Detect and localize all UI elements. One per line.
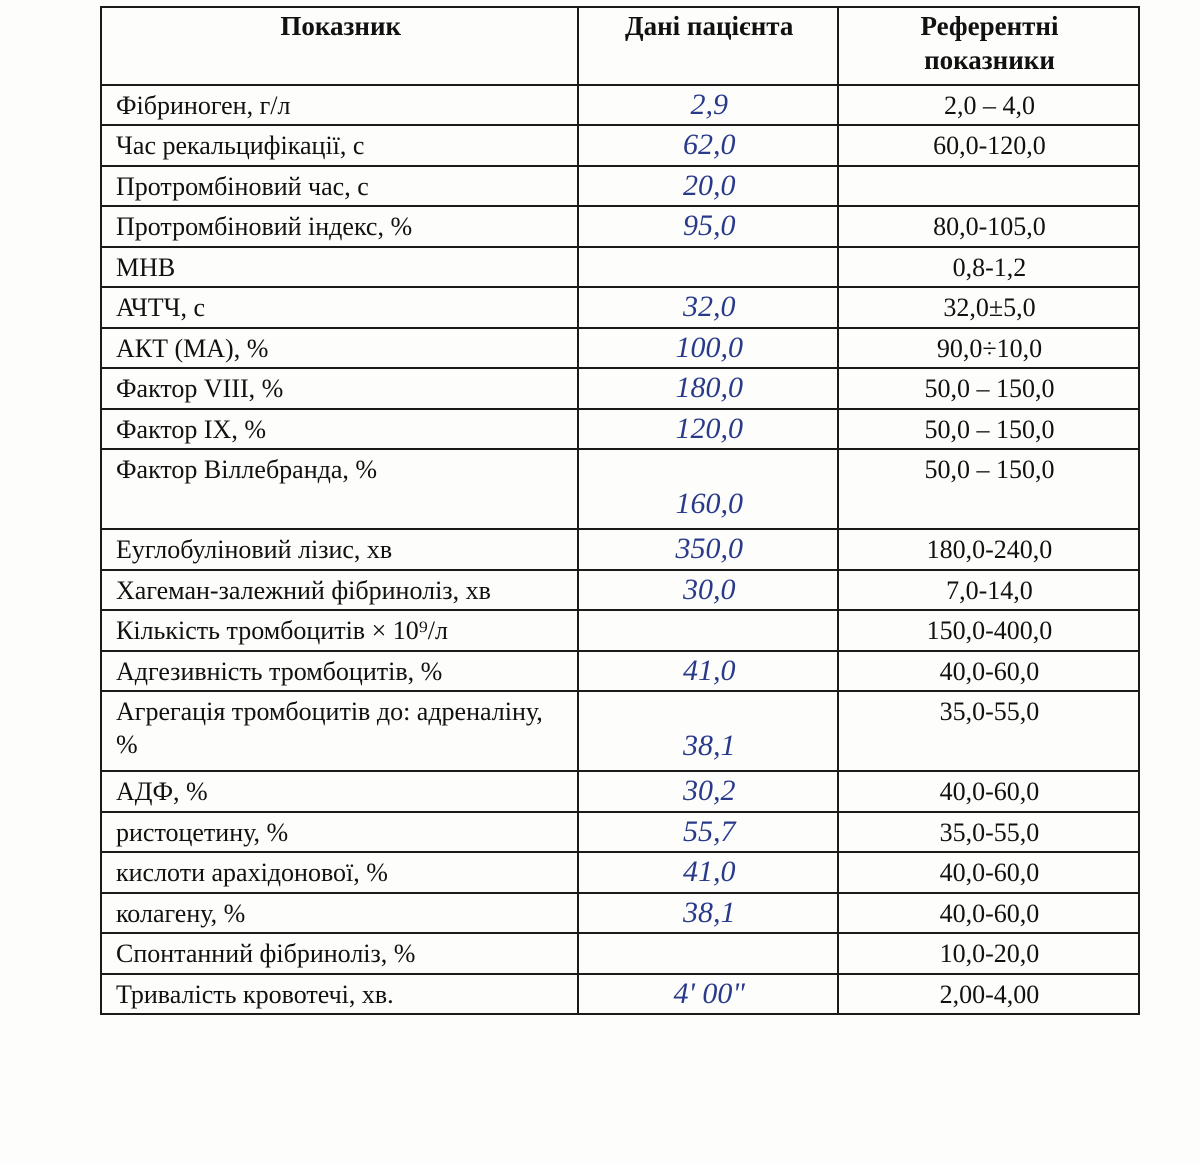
cell-patient-value — [578, 610, 838, 651]
cell-reference-range: 90,0÷10,0 — [838, 328, 1139, 369]
table-row: Фібриноген, г/л2,92,0 – 4,0 — [101, 85, 1139, 126]
table-row: Протромбіновий час, с20,0 — [101, 166, 1139, 207]
cell-patient-value: 55,7 — [578, 812, 838, 853]
cell-reference-range — [838, 166, 1139, 207]
table-body: Фібриноген, г/л2,92,0 – 4,0Час рекальциф… — [101, 85, 1139, 1015]
cell-param: Протромбіновий індекс, % — [101, 206, 578, 247]
cell-patient-value: 38,1 — [578, 893, 838, 934]
cell-reference-range: 7,0-14,0 — [838, 570, 1139, 611]
cell-param: АЧТЧ, с — [101, 287, 578, 328]
cell-reference-range: 40,0-60,0 — [838, 771, 1139, 812]
cell-param: ристоцетину, % — [101, 812, 578, 853]
table-row: Тривалість кровотечі, хв.4' 00"2,00-4,00 — [101, 974, 1139, 1015]
cell-param: Хагеман-залежний фібриноліз, хв — [101, 570, 578, 611]
cell-param: МНВ — [101, 247, 578, 288]
cell-param: колагену, % — [101, 893, 578, 934]
cell-reference-range: 40,0-60,0 — [838, 852, 1139, 893]
cell-patient-value — [578, 247, 838, 288]
cell-patient-value: 120,0 — [578, 409, 838, 450]
cell-reference-range: 40,0-60,0 — [838, 651, 1139, 692]
cell-reference-range: 50,0 – 150,0 — [838, 368, 1139, 409]
table-row: АЧТЧ, с32,032,0±5,0 — [101, 287, 1139, 328]
table-row: АДФ, %30,240,0-60,0 — [101, 771, 1139, 812]
table-row: Хагеман-залежний фібриноліз, хв30,07,0-1… — [101, 570, 1139, 611]
table-row: Час рекальцифікації, с62,060,0-120,0 — [101, 125, 1139, 166]
table-row: кислоти арахідонової, %41,040,0-60,0 — [101, 852, 1139, 893]
cell-reference-range: 180,0-240,0 — [838, 529, 1139, 570]
table-row: Агрегація тромбоцитів до: адреналіну, %3… — [101, 691, 1139, 771]
cell-param: Протромбіновий час, с — [101, 166, 578, 207]
cell-param: Фактор VIII, % — [101, 368, 578, 409]
cell-patient-value — [578, 933, 838, 974]
cell-param: АДФ, % — [101, 771, 578, 812]
table-row: Фактор VIII, %180,050,0 – 150,0 — [101, 368, 1139, 409]
cell-patient-value: 30,0 — [578, 570, 838, 611]
table-row: Спонтанний фібриноліз, % 10,0-20,0 — [101, 933, 1139, 974]
cell-param: Фактор Віллебранда, % — [101, 449, 578, 529]
header-ref: Референтні показники — [838, 7, 1139, 85]
table-row: МНВ 0,8-1,2 — [101, 247, 1139, 288]
cell-param: кислоти арахідонової, % — [101, 852, 578, 893]
cell-reference-range: 10,0-20,0 — [838, 933, 1139, 974]
cell-param: Фактор IX, % — [101, 409, 578, 450]
cell-reference-range: 35,0-55,0 — [838, 691, 1139, 771]
cell-param: Час рекальцифікації, с — [101, 125, 578, 166]
table-row: ристоцетину, %55,735,0-55,0 — [101, 812, 1139, 853]
cell-patient-value: 95,0 — [578, 206, 838, 247]
table-row: Еуглобуліновий лізис, хв350,0180,0-240,0 — [101, 529, 1139, 570]
cell-reference-range: 2,0 – 4,0 — [838, 85, 1139, 126]
table-row: Протромбіновий індекс, %95,080,0-105,0 — [101, 206, 1139, 247]
lab-report-sheet: Показник Дані пацієнта Референтні показн… — [0, 0, 1200, 1164]
cell-patient-value: 160,0 — [578, 449, 838, 529]
cell-patient-value: 20,0 — [578, 166, 838, 207]
table-header-row: Показник Дані пацієнта Референтні показн… — [101, 7, 1139, 85]
cell-patient-value: 350,0 — [578, 529, 838, 570]
cell-param: Спонтанний фібриноліз, % — [101, 933, 578, 974]
header-param: Показник — [101, 7, 578, 85]
cell-patient-value: 41,0 — [578, 852, 838, 893]
cell-param: Фібриноген, г/л — [101, 85, 578, 126]
table-row: АКТ (МА), %100,090,0÷10,0 — [101, 328, 1139, 369]
cell-reference-range: 32,0±5,0 — [838, 287, 1139, 328]
cell-param: Еуглобуліновий лізис, хв — [101, 529, 578, 570]
cell-reference-range: 0,8-1,2 — [838, 247, 1139, 288]
cell-patient-value: 180,0 — [578, 368, 838, 409]
table-row: колагену, %38,140,0-60,0 — [101, 893, 1139, 934]
cell-reference-range: 60,0-120,0 — [838, 125, 1139, 166]
cell-param: Кількість тромбоцитів × 10⁹/л — [101, 610, 578, 651]
cell-param: АКТ (МА), % — [101, 328, 578, 369]
cell-reference-range: 80,0-105,0 — [838, 206, 1139, 247]
cell-patient-value: 30,2 — [578, 771, 838, 812]
cell-reference-range: 50,0 – 150,0 — [838, 409, 1139, 450]
cell-reference-range: 40,0-60,0 — [838, 893, 1139, 934]
cell-patient-value: 38,1 — [578, 691, 838, 771]
cell-patient-value: 62,0 — [578, 125, 838, 166]
cell-patient-value: 100,0 — [578, 328, 838, 369]
cell-param: Агрегація тромбоцитів до: адреналіну, % — [101, 691, 578, 771]
table-row: Адгезивність тромбоцитів, %41,040,0-60,0 — [101, 651, 1139, 692]
cell-patient-value: 2,9 — [578, 85, 838, 126]
cell-reference-range: 50,0 – 150,0 — [838, 449, 1139, 529]
table-row: Кількість тромбоцитів × 10⁹/л 150,0-400,0 — [101, 610, 1139, 651]
table-row: Фактор IX, %120,050,0 – 150,0 — [101, 409, 1139, 450]
cell-patient-value: 4' 00" — [578, 974, 838, 1015]
table-row: Фактор Віллебранда, %160,050,0 – 150,0 — [101, 449, 1139, 529]
cell-param: Тривалість кровотечі, хв. — [101, 974, 578, 1015]
header-patient: Дані пацієнта — [578, 7, 838, 85]
cell-reference-range: 2,00-4,00 — [838, 974, 1139, 1015]
cell-reference-range: 35,0-55,0 — [838, 812, 1139, 853]
cell-patient-value: 41,0 — [578, 651, 838, 692]
coagulogram-table: Показник Дані пацієнта Референтні показн… — [100, 6, 1140, 1015]
cell-reference-range: 150,0-400,0 — [838, 610, 1139, 651]
cell-param: Адгезивність тромбоцитів, % — [101, 651, 578, 692]
cell-patient-value: 32,0 — [578, 287, 838, 328]
